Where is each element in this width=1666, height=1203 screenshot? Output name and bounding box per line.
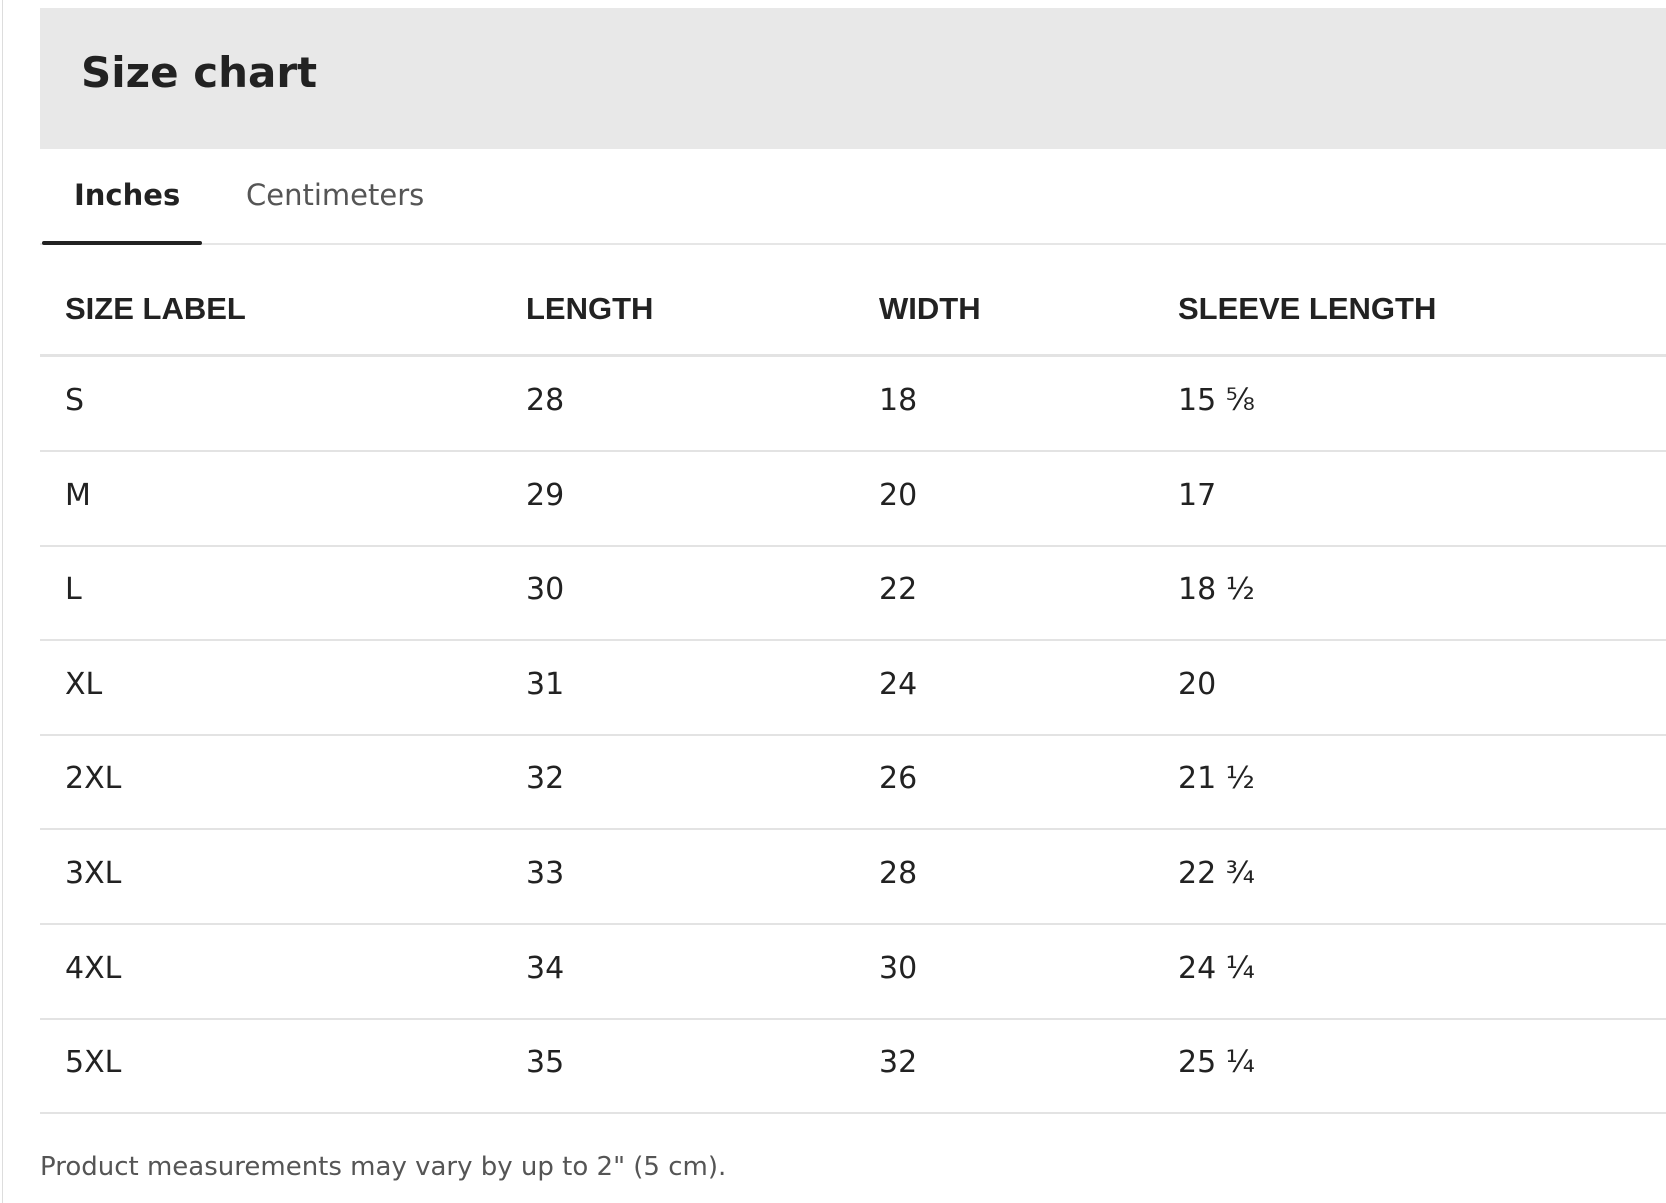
table-cell: 20 xyxy=(879,477,918,513)
row-divider xyxy=(40,923,1666,925)
row-divider xyxy=(40,1017,1666,1020)
table-cell: 3XL xyxy=(65,856,122,891)
table-cell: 32 xyxy=(879,1045,918,1081)
table-cell: 29 xyxy=(526,477,565,513)
table-cell: 32 xyxy=(526,761,565,797)
table-cell: 18 xyxy=(879,383,918,418)
tab-divider xyxy=(40,243,1666,245)
table-cell: 2XL xyxy=(65,761,122,797)
table-cell: 28 xyxy=(879,856,918,891)
table-cell: 20 xyxy=(1178,666,1217,702)
header-bar xyxy=(40,8,1666,149)
tab-centimeters[interactable]: Centimeters xyxy=(246,178,425,212)
table-cell: 24 xyxy=(879,666,918,702)
column-header: SLEEVE LENGTH xyxy=(1178,291,1437,326)
row-divider xyxy=(40,733,1666,736)
table-cell: XL xyxy=(65,666,103,702)
active-tab-indicator xyxy=(42,241,202,245)
left-border xyxy=(2,0,3,1203)
table-cell: 25 ¼ xyxy=(1178,1045,1255,1081)
table-cell: 5XL xyxy=(65,1045,122,1081)
table-cell: 34 xyxy=(526,950,565,986)
table-cell: L xyxy=(65,572,82,608)
table-cell: 35 xyxy=(526,1045,565,1081)
table-cell: 18 ½ xyxy=(1178,572,1255,608)
table-cell: 30 xyxy=(526,572,565,608)
table-cell: 21 ½ xyxy=(1178,761,1255,797)
table-cell: M xyxy=(65,477,91,513)
column-header: SIZE LABEL xyxy=(65,291,246,326)
table-cell: 30 xyxy=(879,950,918,986)
header-divider xyxy=(40,354,1666,357)
table-cell: S xyxy=(65,383,85,418)
table-cell: 17 xyxy=(1178,477,1217,513)
table-cell: 15 ⅝ xyxy=(1178,383,1255,418)
table-cell: 22 xyxy=(879,572,918,608)
table-cell: 31 xyxy=(526,666,565,702)
column-header: WIDTH xyxy=(879,291,981,326)
row-divider xyxy=(40,1112,1666,1115)
table-cell: 22 ¾ xyxy=(1178,856,1255,891)
title: Size chart xyxy=(81,48,318,97)
table-cell: 4XL xyxy=(65,950,122,986)
row-divider xyxy=(40,639,1666,642)
row-divider xyxy=(40,544,1666,547)
tab-inches[interactable]: Inches xyxy=(74,178,181,212)
table-cell: 24 ¼ xyxy=(1178,950,1255,986)
table-cell: 26 xyxy=(879,761,918,797)
table-cell: 33 xyxy=(526,856,565,891)
row-divider xyxy=(40,828,1666,831)
column-header: LENGTH xyxy=(526,291,654,326)
table-cell: 28 xyxy=(526,383,565,418)
footnote: Product measurements may vary by up to 2… xyxy=(40,1152,727,1182)
row-divider xyxy=(40,450,1666,452)
